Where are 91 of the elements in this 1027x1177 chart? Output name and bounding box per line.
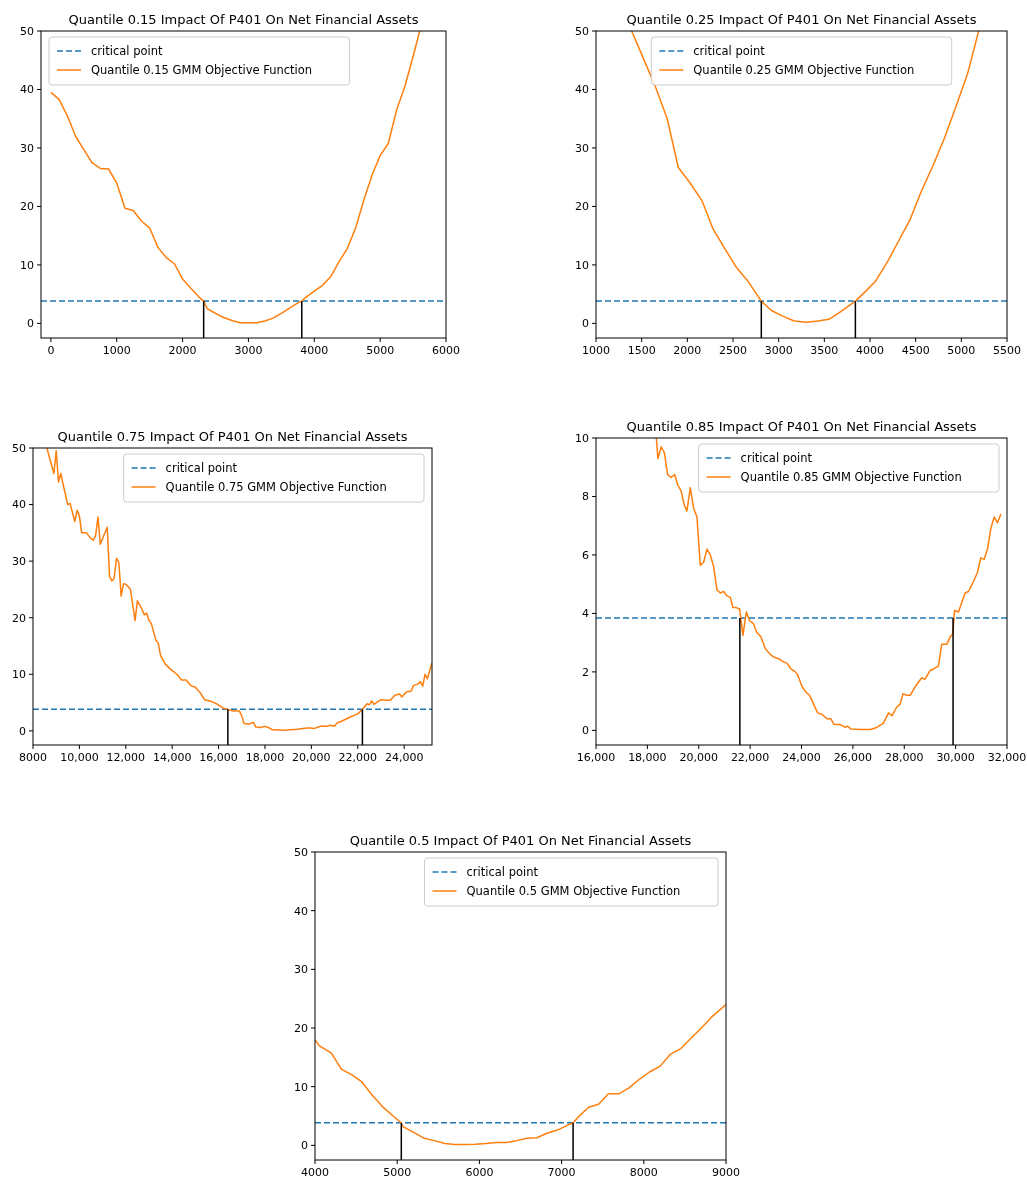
x-tick-label: 3500 (810, 344, 839, 357)
legend-label: critical point (165, 461, 238, 476)
x-tick-label: 3000 (234, 344, 263, 357)
legend-label: critical point (693, 44, 766, 59)
x-tick-label: 3000 (764, 344, 793, 357)
x-tick-label: 0 (47, 344, 55, 357)
y-tick-label: 2 (582, 665, 589, 679)
y-tick-label: 30 (575, 141, 589, 155)
line-series (315, 1003, 726, 1146)
x-tick-label: 24,000 (782, 751, 821, 764)
y-tick-label: 0 (582, 724, 589, 738)
y-tick-label: 20 (294, 1021, 308, 1035)
y-tick-label: 0 (27, 317, 34, 331)
x-tick-label: 5500 (993, 344, 1021, 357)
x-tick-label: 14,000 (152, 751, 192, 764)
x-tick-label: 2000 (673, 344, 702, 357)
x-tick-label: 24,000 (384, 751, 424, 764)
line-series (50, 31, 421, 324)
y-tick-label: 10 (20, 258, 34, 272)
x-tick-label: 5000 (947, 344, 976, 357)
x-tick-label: 32,000 (987, 751, 1027, 764)
y-tick-label: 50 (20, 24, 34, 38)
y-tick-label: 0 (582, 317, 589, 331)
legend-label: Quantile 0.15 GMM Objective Function (91, 63, 313, 78)
x-tick-label: 6000 (465, 1166, 494, 1177)
legend-label: Quantile 0.5 GMM Objective Function (466, 884, 681, 899)
legend-label: Quantile 0.75 GMM Objective Function (165, 480, 387, 495)
x-tick-label: 2000 (168, 344, 197, 357)
y-tick-label: 0 (301, 1139, 308, 1153)
y-tick-label: 50 (12, 441, 26, 455)
legend-label: critical point (740, 451, 813, 466)
x-tick-label: 4000 (301, 1166, 329, 1177)
x-tick-label: 30,000 (936, 751, 975, 764)
y-tick-label: 6 (582, 548, 589, 562)
x-tick-label: 18,000 (245, 751, 285, 764)
x-tick-label: 12,000 (106, 751, 146, 764)
y-tick-label: 10 (294, 1080, 308, 1094)
x-tick-label: 5000 (366, 344, 395, 357)
x-tick-label: 4500 (901, 344, 930, 357)
x-tick-label: 6000 (432, 344, 460, 357)
x-tick-label: 28,000 (885, 751, 924, 764)
y-tick-label: 50 (294, 845, 308, 859)
x-tick-label: 20,000 (292, 751, 331, 764)
x-tick-label: 8000 (19, 751, 47, 764)
line-series (630, 31, 980, 323)
x-tick-label: 20,000 (679, 751, 718, 764)
chart-title: Quantile 0.5 Impact Of P401 On Net Financial Assets (349, 833, 692, 848)
x-tick-label: 7000 (547, 1166, 576, 1177)
y-tick-label: 10 (575, 258, 589, 272)
y-tick-label: 40 (20, 83, 34, 97)
y-tick-label: 4 (582, 607, 589, 621)
line-series (655, 438, 1002, 731)
chart-title: Quantile 0.15 Impact Of P401 On Net Financial Assets (68, 12, 419, 27)
y-tick-label: 0 (19, 724, 26, 738)
y-tick-label: 8 (582, 490, 589, 504)
x-tick-label: 4000 (856, 344, 884, 357)
x-tick-label: 2500 (719, 344, 747, 357)
x-tick-label: 8000 (629, 1166, 658, 1177)
x-tick-label: 16,000 (199, 751, 238, 764)
x-tick-label: 1000 (582, 344, 610, 357)
x-tick-label: 5000 (383, 1166, 412, 1177)
y-tick-label: 40 (575, 83, 589, 97)
y-tick-label: 20 (12, 611, 26, 625)
x-tick-label: 22,000 (338, 751, 378, 764)
x-tick-label: 1000 (102, 344, 131, 357)
y-tick-label: 30 (20, 141, 34, 155)
x-tick-label: 16,000 (576, 751, 616, 764)
x-tick-label: 18,000 (628, 751, 667, 764)
y-tick-label: 40 (12, 498, 26, 512)
x-tick-label: 4000 (300, 344, 329, 357)
y-tick-label: 40 (294, 904, 308, 918)
chart-title: Quantile 0.75 Impact Of P401 On Net Financial Assets (57, 429, 408, 444)
legend-label: Quantile 0.25 GMM Objective Function (693, 63, 915, 78)
x-tick-label: 1500 (627, 344, 656, 357)
legend-label: Quantile 0.85 GMM Objective Function (740, 470, 962, 485)
x-tick-label: 26,000 (833, 751, 873, 764)
legend-label: critical point (91, 44, 163, 59)
legend-label: critical point (466, 865, 539, 880)
chart-title: Quantile 0.25 Impact Of P401 On Net Financial Assets (626, 12, 977, 27)
y-tick-label: 30 (294, 963, 308, 977)
y-tick-label: 30 (12, 554, 26, 568)
y-tick-label: 10 (12, 668, 26, 682)
y-tick-label: 20 (20, 200, 34, 214)
x-tick-label: 22,000 (730, 751, 770, 764)
y-tick-label: 20 (575, 200, 589, 214)
x-tick-label: 10,000 (60, 751, 99, 764)
y-tick-label: 10 (575, 431, 589, 445)
line-series (46, 448, 432, 732)
x-tick-label: 9000 (712, 1166, 740, 1177)
y-tick-label: 50 (575, 24, 589, 38)
chart-title: Quantile 0.85 Impact Of P401 On Net Financial Assets (626, 419, 977, 434)
